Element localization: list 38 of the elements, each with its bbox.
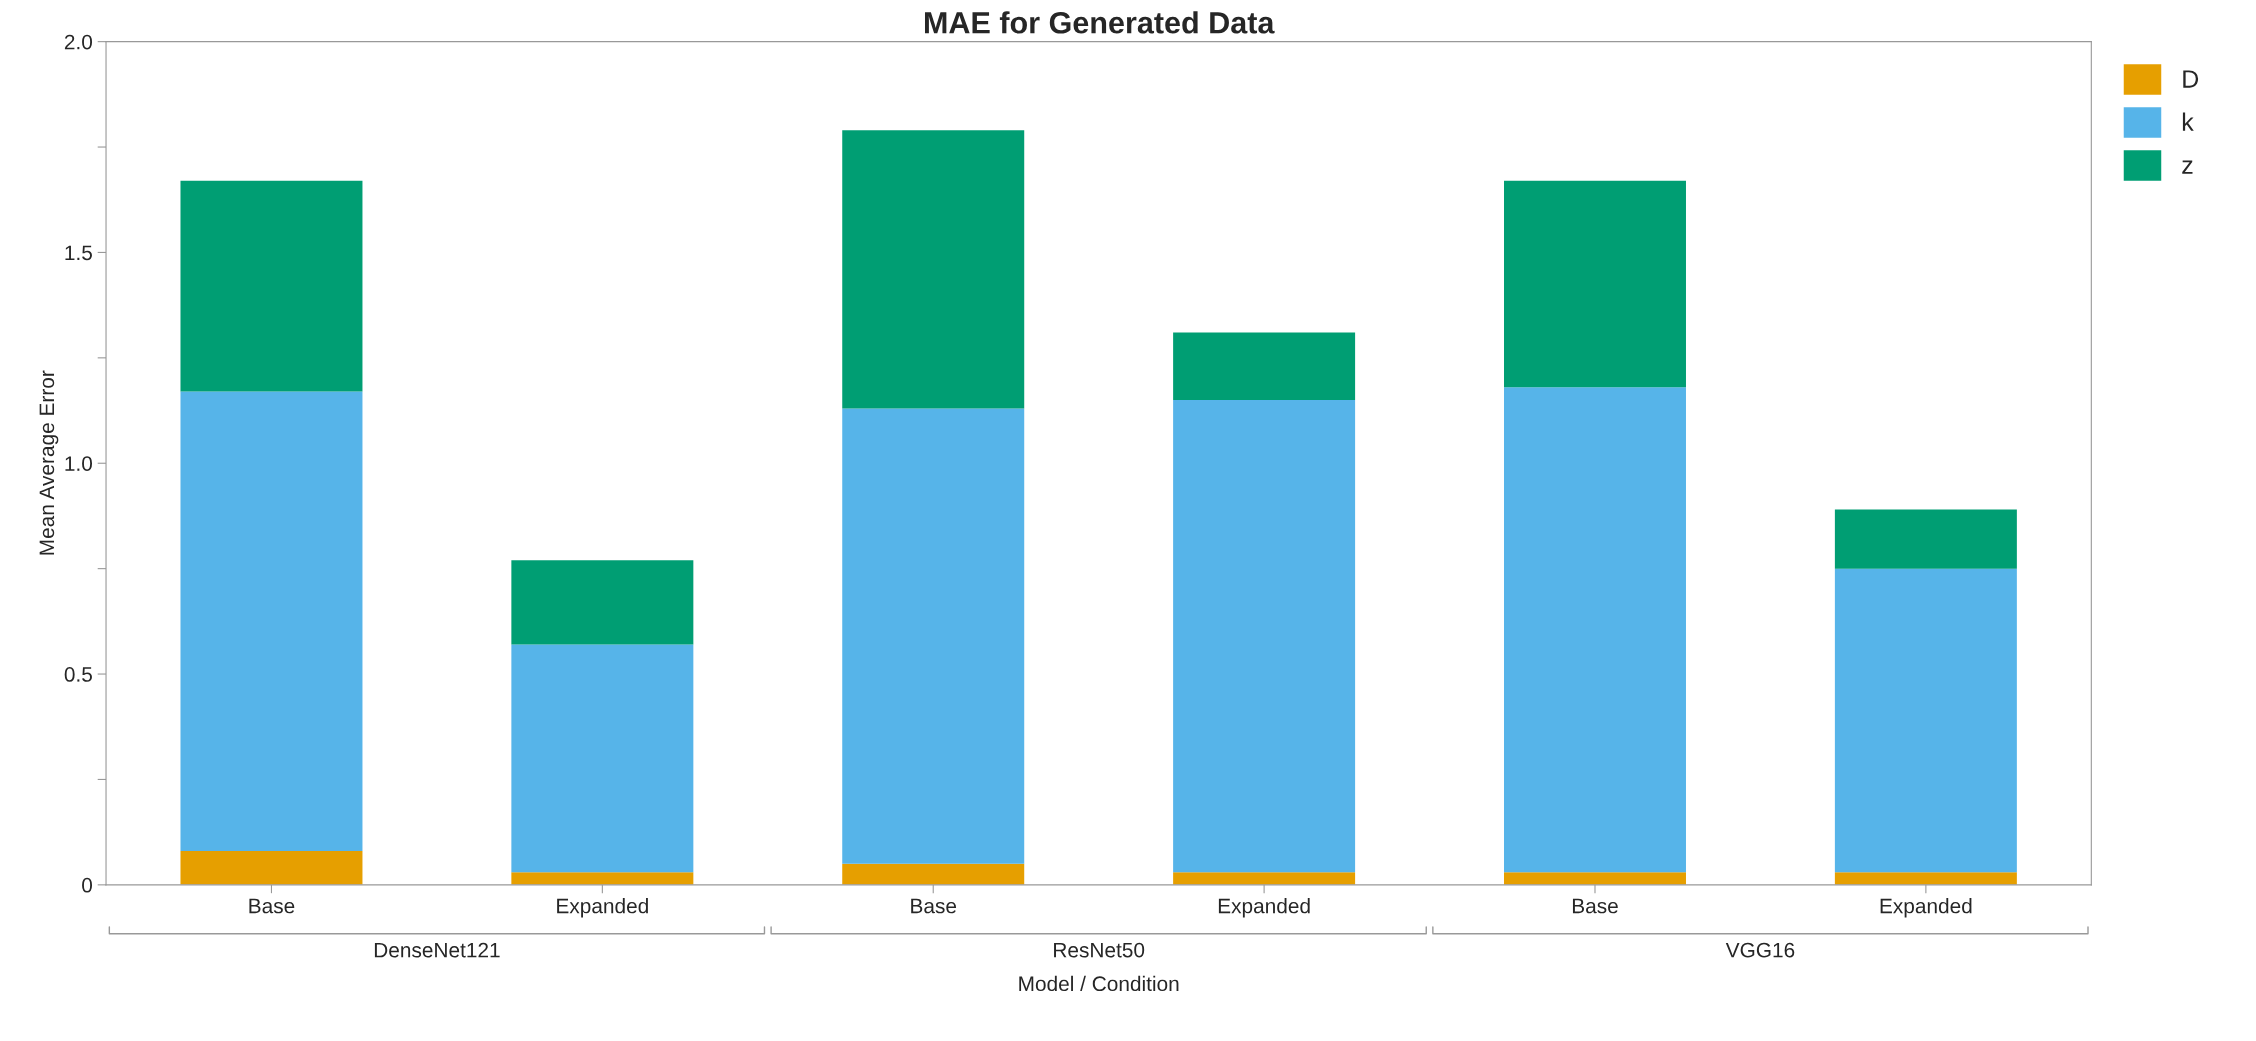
legend-label: D [2183,70,2199,88]
bar [1504,872,1686,885]
bar [1834,509,2017,569]
bar [180,180,363,392]
bar [842,863,1025,885]
text: DenseNet121 [374,942,500,958]
bar [180,391,363,852]
bar [1173,872,1356,885]
text: VGG16 [1725,942,1795,958]
bar [1173,332,1356,400]
y-tick-label: 1.5 [65,245,92,261]
bar [1834,568,2017,873]
x-tick-label: Expanded [1218,898,1310,918]
bar [1504,387,1686,873]
bar [1504,180,1686,388]
y-tick-label: 0 [82,877,93,893]
x-tick-label: Expanded [557,898,648,918]
bar [1173,400,1356,873]
y-axis-title: Mean Average Error [39,370,59,555]
x-tick-label: Expanded [1880,898,1972,918]
x-axis-title: Model / Condition [1019,975,1179,992]
y-tick-label: 0.5 [64,667,92,682]
bar [1834,872,2017,885]
x-tick-label: Base [911,898,957,914]
x-tick-label: Base [249,898,295,914]
bar [511,644,694,873]
legend-label: z [2182,160,2193,174]
legend-label: k [2182,112,2194,131]
bar [842,130,1025,409]
chart-title: MAE for Generated Data [924,11,1275,34]
y-tick-label: 2.0 [64,34,93,50]
bar [511,560,694,645]
bar [511,872,694,885]
text: ResNet50 [1054,942,1145,958]
x-tick-label: Base [1572,898,1618,914]
bar [842,408,1025,864]
y-tick-label: 1.0 [65,456,93,471]
bar [180,851,363,885]
